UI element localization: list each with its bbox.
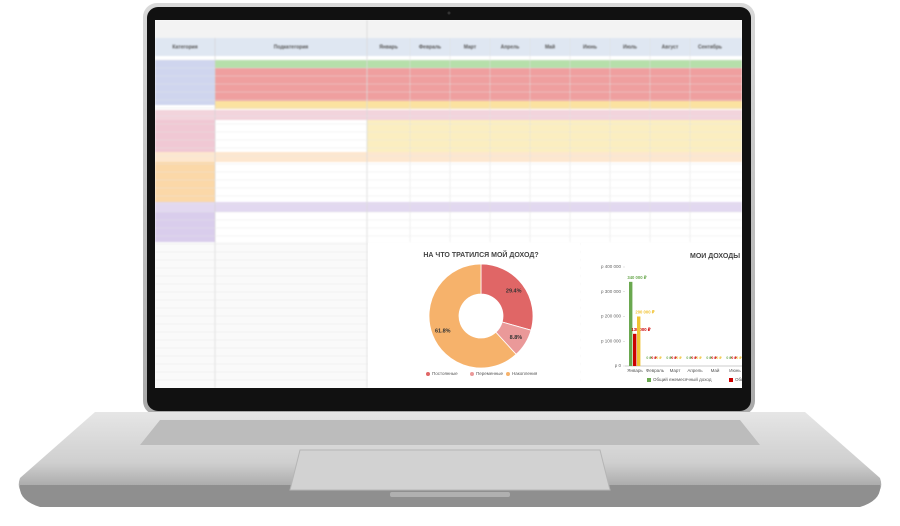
column-header: Февраль	[419, 44, 441, 50]
legend-label: Переменные	[476, 371, 504, 376]
legend-label: Общий ежемесячный доход	[653, 376, 712, 382]
column-header: Май	[545, 43, 555, 50]
column-header: Август	[662, 44, 679, 50]
data-label: 0 ₽	[696, 356, 702, 360]
data-label: 0 ₽	[651, 356, 657, 360]
data-label: 0 ₽	[686, 356, 692, 360]
legend-swatch	[506, 372, 510, 376]
data-label: 0 ₽	[731, 356, 737, 360]
row-band	[367, 120, 742, 152]
legend-label: Постоянные	[432, 371, 458, 376]
section-band	[155, 202, 742, 212]
data-label: 0 ₽	[646, 356, 652, 360]
category-block	[155, 60, 215, 105]
legend-swatch	[729, 378, 733, 382]
slice-label: 61.8%	[435, 328, 451, 334]
x-tick-label: Март	[670, 368, 681, 373]
screen: Категория Подкатегория Январь Февраль Март Ап…	[155, 20, 750, 388]
column-header: Апрель	[501, 44, 520, 50]
y-tick-label: р 400 000	[601, 264, 622, 269]
pie-chart: НА ЧТО ТРАТИЛСЯ МОЙ ДОХОД? 29.4% 8.8% 61.8%…	[368, 243, 580, 388]
x-tick-label: Июнь	[729, 368, 741, 373]
row-band	[215, 101, 742, 109]
row-band	[215, 60, 742, 68]
column-header: Март	[464, 44, 477, 50]
data-label: 0 ₽	[716, 356, 722, 360]
data-label: 0 ₽	[656, 356, 662, 360]
toolbar	[155, 20, 742, 38]
legend-swatch	[470, 372, 474, 376]
slice-label: 29.4%	[506, 289, 522, 295]
column-header: Январь	[379, 44, 398, 50]
section-band	[155, 110, 742, 120]
data-label: 340 000 ₽	[627, 275, 646, 280]
bar	[637, 316, 641, 366]
x-tick-label: Январь	[627, 368, 643, 373]
y-tick-label: р 0	[615, 363, 622, 368]
column-header: Подкатегория	[274, 44, 308, 50]
pie-slice	[480, 263, 534, 331]
data-label: 0 ₽	[671, 356, 677, 360]
x-tick-label: Февраль	[646, 368, 665, 373]
category-block	[155, 212, 215, 242]
chart-title: МОИ ДОХОДЫ	[690, 253, 740, 260]
data-label: 0 ₽	[711, 356, 717, 360]
legend-swatch	[647, 378, 651, 382]
row-band	[215, 68, 742, 101]
empty-grid	[155, 242, 367, 388]
column-header: Категория	[172, 44, 197, 50]
x-tick-label: Май	[711, 367, 720, 373]
column-header: Сентябрь	[698, 43, 722, 50]
column-header: Июнь	[583, 44, 597, 50]
column-header: Июль	[623, 44, 637, 50]
spreadsheet: Категория Подкатегория Январь Февраль Март Ап…	[155, 20, 742, 388]
data-label: 0 ₽	[676, 356, 682, 360]
legend-label: Накопления	[512, 371, 538, 376]
legend-swatch	[426, 372, 430, 376]
camera	[447, 11, 451, 15]
data-label: 0 ₽	[736, 356, 742, 360]
bar-chart: МОИ ДОХОДЫ р 0 р 100 000 р 200 000 р 300 000…	[581, 243, 750, 388]
pie-slice	[428, 263, 517, 369]
bar	[633, 333, 637, 366]
header-row	[155, 38, 742, 56]
category-block	[155, 162, 215, 202]
data-label: 200 000 ₽	[635, 310, 654, 315]
category-block	[155, 120, 215, 152]
data-label: 130 000 ₽	[631, 327, 650, 332]
data-label: 0 ₽	[666, 356, 672, 360]
y-tick-label: р 100 000	[601, 338, 622, 343]
data-label: 0 ₽	[706, 356, 712, 360]
x-tick-label: Апрель	[687, 368, 703, 373]
hinge-notch	[390, 492, 510, 497]
panel	[581, 243, 742, 388]
chart-title: НА ЧТО ТРАТИЛСЯ МОЙ ДОХОД?	[423, 250, 538, 259]
y-tick-label: р 300 000	[601, 289, 622, 294]
slice-label: 8.8%	[510, 335, 523, 341]
data-label: 0 ₽	[726, 356, 732, 360]
data-label: 0 ₽	[691, 356, 697, 360]
section-band	[155, 152, 742, 162]
y-tick-label: р 200 000	[601, 314, 622, 319]
legend-label: Общие	[735, 377, 750, 382]
trackpad	[289, 449, 611, 491]
bar	[629, 281, 633, 366]
keyboard	[140, 420, 760, 445]
